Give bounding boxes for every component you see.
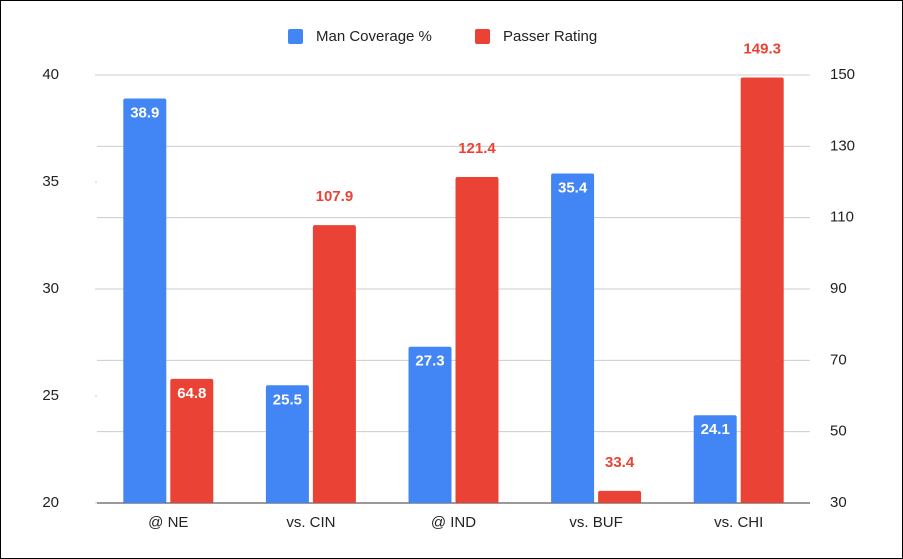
y2-tick-label: 70 xyxy=(830,351,847,368)
value-label: 25.5 xyxy=(273,391,302,408)
y-tick-label: 30 xyxy=(42,280,59,297)
legend-swatch xyxy=(475,29,490,44)
bar xyxy=(740,77,784,503)
y2-tick-label: 50 xyxy=(830,423,847,440)
value-label: 107.9 xyxy=(316,188,354,205)
legend-swatch xyxy=(288,29,303,44)
legend-label: Man Coverage % xyxy=(316,28,432,45)
bar xyxy=(123,98,167,503)
value-label: 149.3 xyxy=(743,40,781,57)
y-tick-label: 25 xyxy=(42,387,59,404)
bar xyxy=(551,173,595,503)
y-tick-label: 20 xyxy=(42,494,59,511)
x-tick-label: vs. CHI xyxy=(714,514,763,531)
x-tick-label: vs. CIN xyxy=(286,514,335,531)
bar xyxy=(455,177,499,504)
y2-tick-label: 110 xyxy=(830,209,854,226)
x-tick-label: @ IND xyxy=(431,514,476,531)
value-label: 27.3 xyxy=(415,353,444,370)
y2-tick-label: 90 xyxy=(830,280,847,297)
bar xyxy=(170,378,214,503)
y2-tick-label: 130 xyxy=(830,137,855,154)
bar xyxy=(312,225,356,503)
y2-tick-label: 30 xyxy=(830,494,847,511)
value-label: 35.4 xyxy=(558,179,588,196)
bar xyxy=(265,385,309,503)
y2-tick-label: 150 xyxy=(830,66,855,83)
value-label: 33.4 xyxy=(605,454,635,471)
x-tick-label: @ NE xyxy=(148,514,188,531)
legend-label: Passer Rating xyxy=(503,28,597,45)
y-tick-label: 35 xyxy=(42,173,59,190)
x-tick-label: vs. BUF xyxy=(569,514,622,531)
bar xyxy=(693,415,737,503)
bar xyxy=(408,346,452,503)
value-label: 64.8 xyxy=(177,385,206,402)
value-label: 38.9 xyxy=(130,105,159,122)
value-label: 121.4 xyxy=(458,140,496,157)
y-tick-label: 40 xyxy=(42,66,59,83)
bar xyxy=(598,490,642,503)
value-label: 24.1 xyxy=(701,421,730,438)
